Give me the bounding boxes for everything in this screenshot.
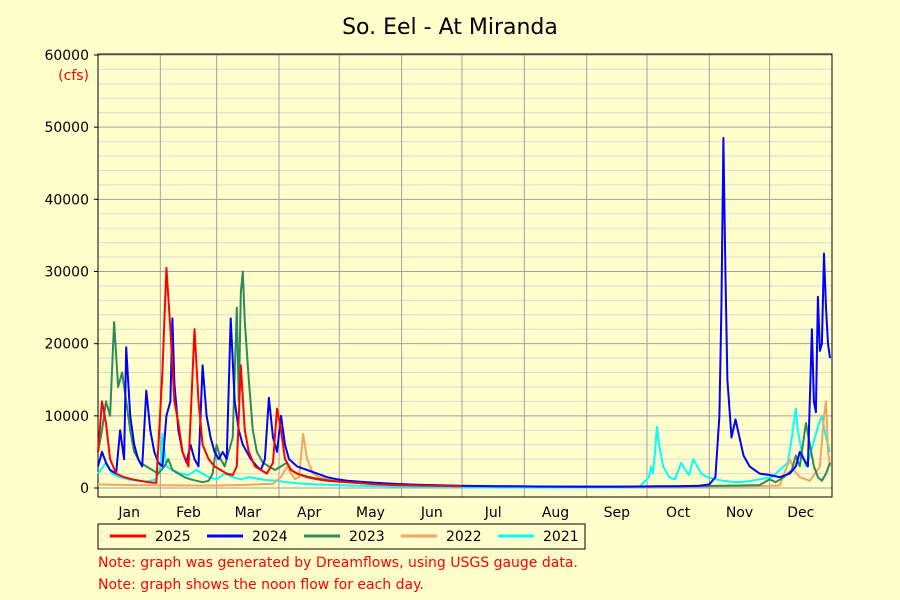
x-tick-label: Jul — [484, 505, 502, 521]
y-tick-label: 30000 — [44, 265, 89, 281]
note-line-2: Note: graph shows the noon flow for each… — [98, 577, 424, 593]
legend-box — [97, 523, 586, 550]
series-line-2025 — [97, 266, 463, 488]
legend-label-2021: 2021 — [543, 529, 579, 545]
legend-label-2025: 2025 — [155, 529, 191, 545]
y-tick-label: 40000 — [44, 192, 89, 208]
x-tick-label: Aug — [542, 505, 569, 521]
plot-frame — [97, 53, 833, 498]
legend-label-2022: 2022 — [446, 529, 482, 545]
x-tick-label: Sep — [604, 505, 631, 521]
x-tick-label: May — [356, 505, 385, 521]
x-tick-label: Jun — [420, 505, 443, 521]
axes: 0 10000 20000 30000 40000 50000 60000 Jan Feb Mar… — [44, 48, 833, 521]
notes: Note: graph was generated by Dreamflows,… — [98, 552, 578, 596]
x-tick-label: Feb — [176, 505, 201, 521]
series-layer — [97, 137, 831, 489]
y-tick-label: 0 — [80, 481, 89, 497]
x-tick-label: Jan — [117, 505, 140, 521]
legend-label-2024: 2024 — [252, 529, 288, 545]
note-line-1: Note: graph was generated by Dreamflows,… — [98, 555, 578, 571]
legend-label-2023: 2023 — [349, 529, 385, 545]
y-tick-label: 50000 — [44, 120, 89, 136]
y-tick-label: 10000 — [44, 409, 89, 425]
x-tick-label: Nov — [726, 505, 753, 521]
x-tick-label: Oct — [666, 505, 691, 521]
x-tick-label: Mar — [235, 505, 262, 521]
chart-title: So. Eel - At Miranda — [342, 15, 558, 40]
y-unit-label: (cfs) — [58, 68, 89, 84]
x-tick-label: Dec — [787, 505, 814, 521]
series-line-2023 — [97, 270, 831, 488]
y-tick-label: 20000 — [44, 337, 89, 353]
series-line-2024 — [97, 137, 831, 488]
legend: 2025 2024 2023 2022 2021 — [97, 523, 586, 550]
x-tick-label: Apr — [297, 505, 321, 521]
y-tick-label: 60000 — [44, 48, 89, 64]
